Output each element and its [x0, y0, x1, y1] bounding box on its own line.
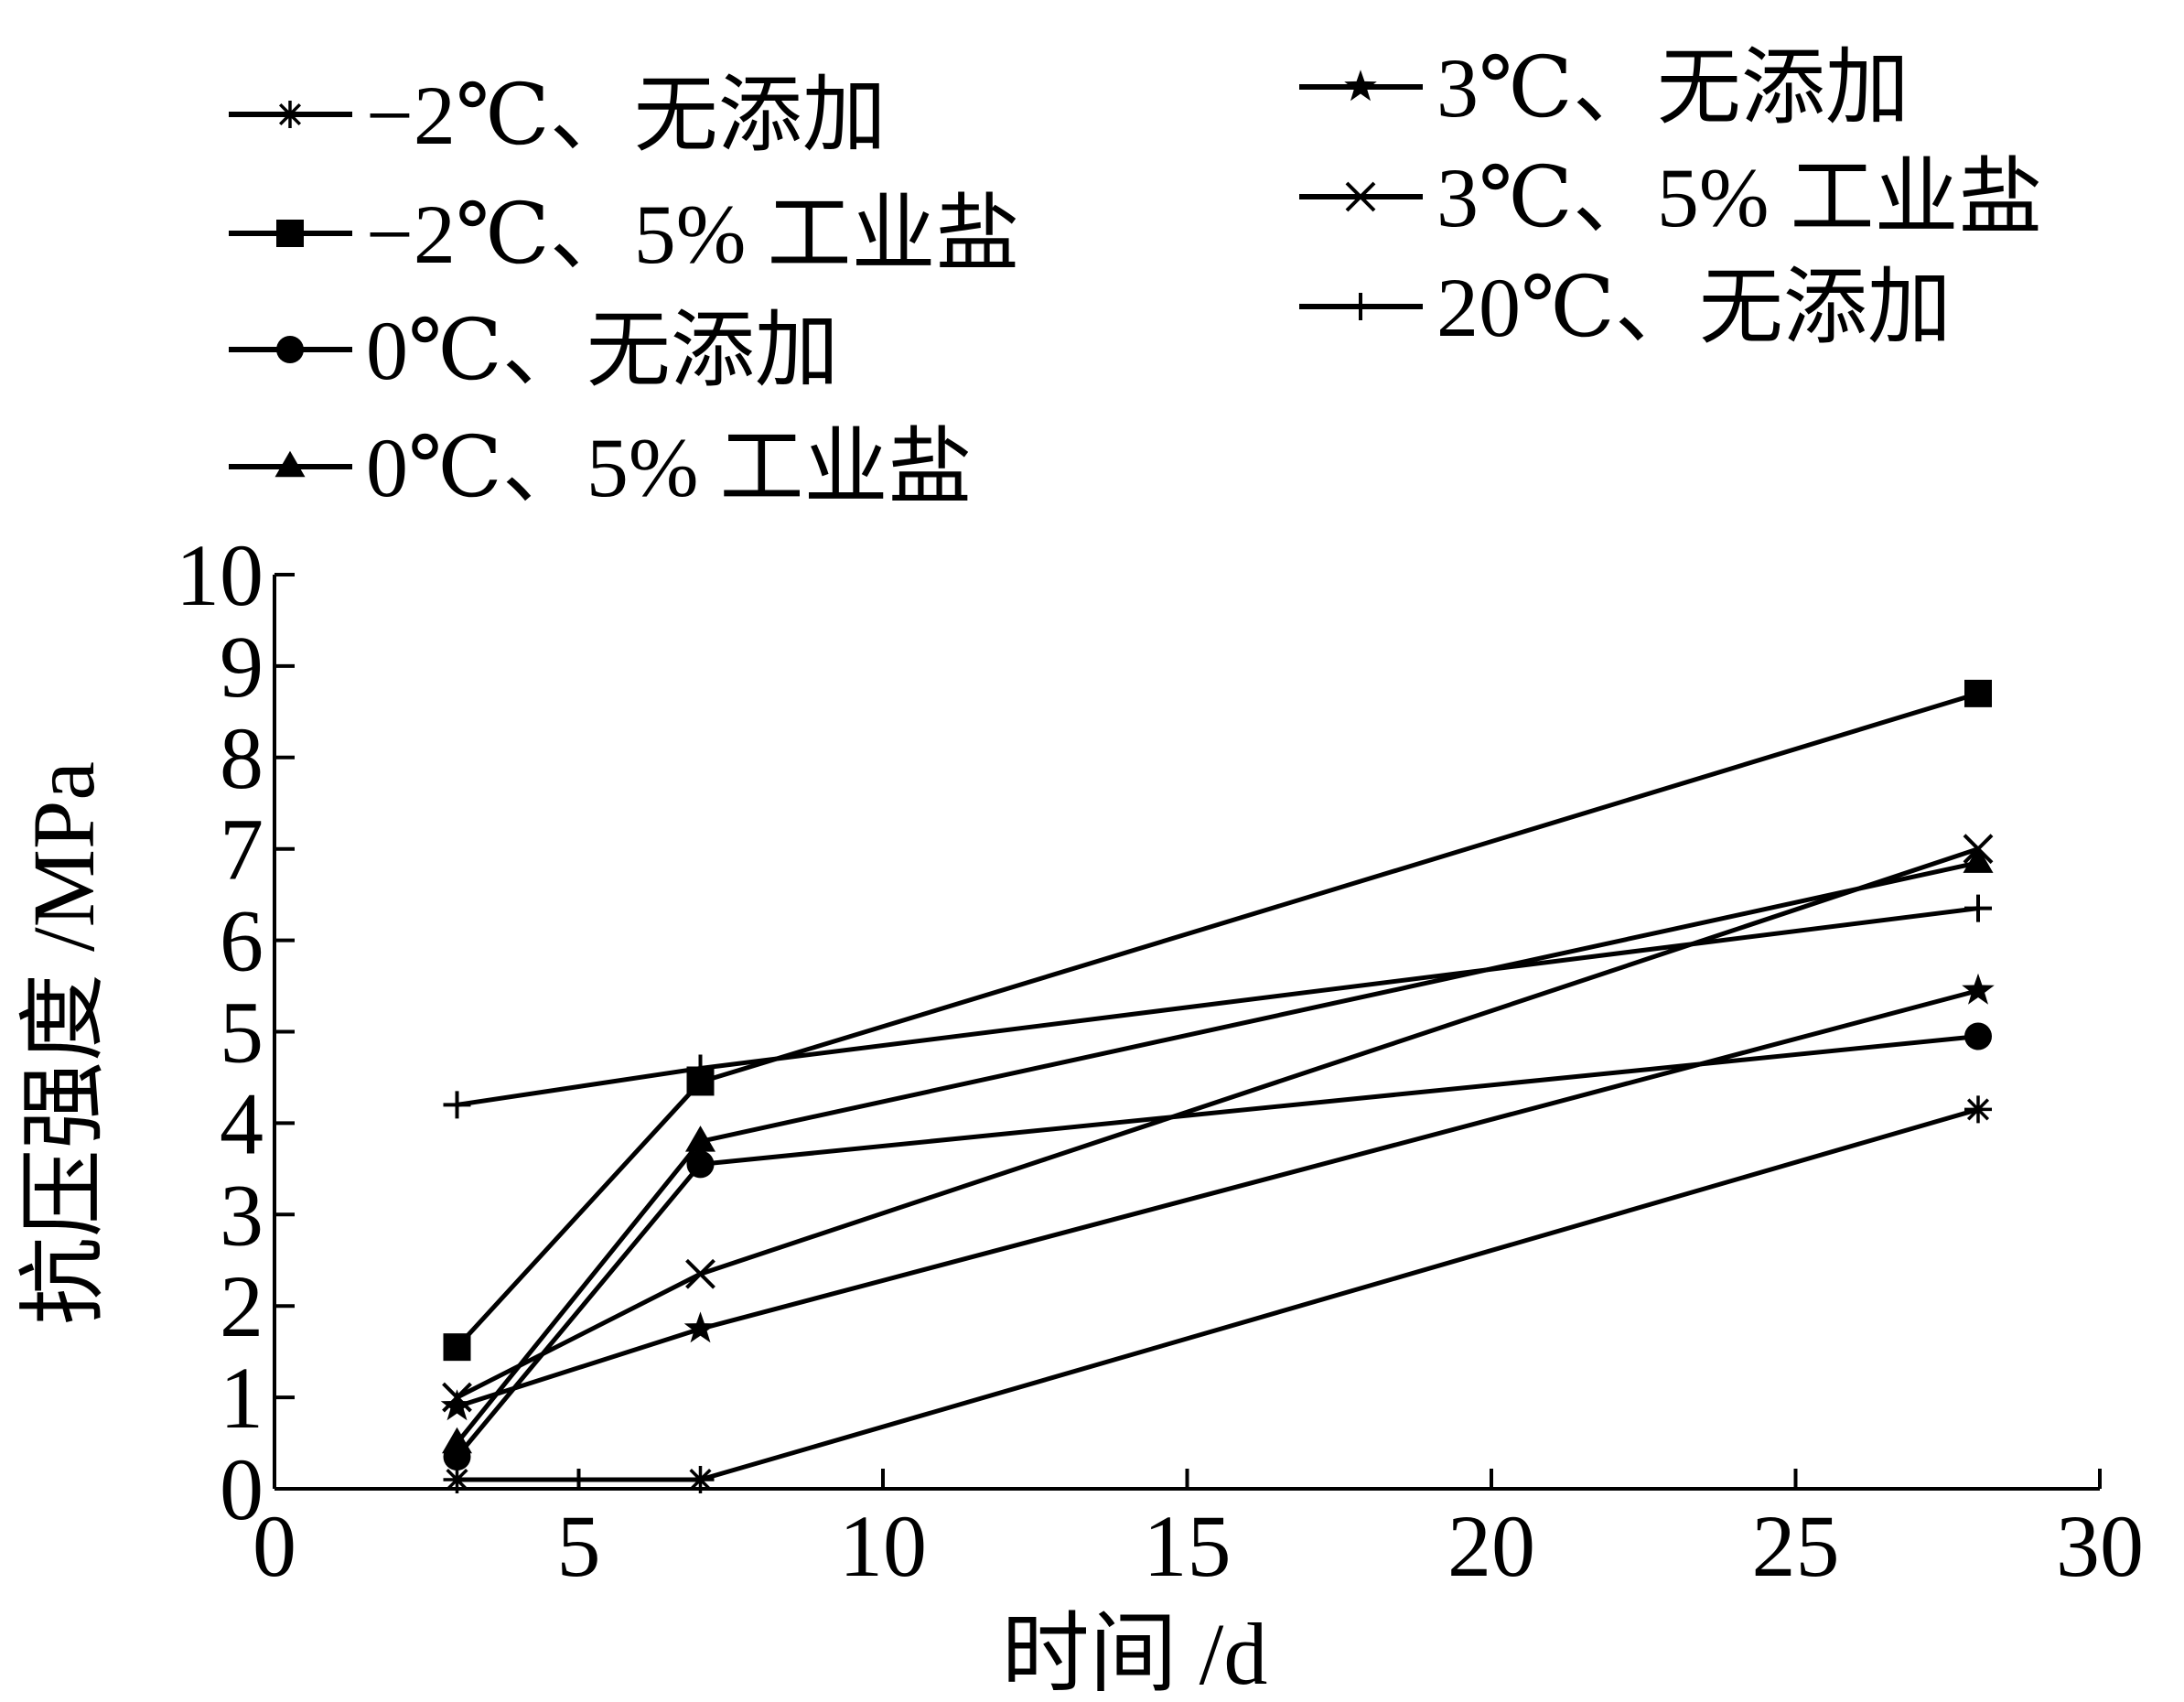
legend-item-7: 20℃、无添加: [1299, 261, 1952, 354]
series-line: [456, 846, 1979, 1400]
y-tick-label: 7: [220, 801, 264, 899]
series-6: [442, 834, 1994, 1413]
x-tick-label: 0: [253, 1497, 296, 1595]
y-tick-label: 1: [220, 1349, 264, 1447]
legend-marker: [276, 336, 304, 363]
series-line: [457, 906, 1979, 1107]
y-tick-label: 2: [220, 1257, 264, 1355]
x-tick-label: 20: [1447, 1497, 1535, 1595]
series-line: [455, 691, 1979, 1349]
series-group: [440, 679, 1995, 1494]
y-tick-label: 10: [176, 526, 264, 624]
legend-item-5: 3℃、无添加: [1299, 41, 1910, 135]
data-point: [1964, 1022, 1992, 1050]
x-tick-label: 25: [1752, 1497, 1840, 1595]
legend-marker: [276, 101, 304, 128]
legend-marker: [1347, 293, 1374, 320]
data-point: [1963, 846, 1994, 873]
legend-marker: [276, 220, 304, 247]
data-point: [686, 1466, 715, 1494]
series-line: [456, 988, 1979, 1409]
y-tick-label: 6: [220, 892, 264, 990]
legend-item-4: 0℃、5% 工业盐: [229, 421, 973, 514]
legend-marker: [1345, 181, 1376, 212]
legend-label: 0℃、无添加: [366, 304, 839, 397]
x-tick-label: 15: [1144, 1497, 1232, 1595]
legend-item-1: −2℃、无添加: [229, 69, 887, 162]
legend-label: 20℃、无添加: [1436, 261, 1952, 354]
data-point: [1964, 1095, 1992, 1124]
x-axis-title: 时间 /d: [1002, 1605, 1268, 1702]
legend-label: 3℃、无添加: [1436, 41, 1910, 135]
legend-item-6: 3℃、5% 工业盐: [1299, 151, 2043, 244]
data-point: [685, 1126, 715, 1152]
data-point: [442, 1382, 472, 1413]
legend-label: −2℃、5% 工业盐: [366, 188, 1019, 281]
data-point: [685, 1258, 715, 1289]
data-point: [1963, 834, 1994, 865]
series-2: [443, 679, 1992, 1362]
legend-label: 3℃、5% 工业盐: [1436, 151, 2043, 244]
legend-item-2: −2℃、5% 工业盐: [229, 188, 1019, 281]
x-tick-label: 5: [557, 1497, 601, 1595]
data-point: [443, 1333, 471, 1362]
y-tick-label: 9: [220, 618, 264, 716]
y-tick-label: 8: [220, 709, 264, 807]
data-point: [686, 1150, 715, 1179]
y-axis-title: 抗压强度 /MPa: [15, 761, 113, 1325]
legend-item-3: 0℃、无添加: [229, 304, 839, 397]
data-point: [1962, 973, 1995, 1005]
data-point: [1964, 679, 1992, 707]
data-point: [442, 1427, 472, 1454]
legend-label: 0℃、5% 工业盐: [366, 421, 973, 514]
data-point: [683, 1311, 717, 1343]
y-tick-label: 5: [220, 984, 264, 1082]
series-5: [440, 973, 1995, 1421]
x-tick-label: 30: [2056, 1497, 2144, 1595]
legend-marker: [1344, 70, 1377, 102]
legend: −2℃、无添加 −2℃、5% 工业盐 0℃、无添加 0℃、5% 工业盐 3℃、无添加 3℃…: [229, 41, 2043, 514]
series-4: [442, 846, 1994, 1454]
series-line: [455, 860, 1979, 1445]
series-1: [443, 1095, 1992, 1494]
data-point: [686, 1054, 715, 1083]
series-3: [443, 1022, 1992, 1471]
series-7: [443, 894, 1992, 1119]
data-point: [443, 1091, 471, 1119]
legend-marker: [274, 450, 306, 478]
y-tick-label: 0: [220, 1440, 264, 1538]
x-tick-label: 10: [839, 1497, 927, 1595]
data-point: [443, 1466, 471, 1494]
series-line: [457, 1106, 1979, 1482]
data-point: [1964, 894, 1992, 922]
y-tick-label: 4: [220, 1074, 264, 1172]
legend-label: −2℃、无添加: [366, 69, 887, 162]
data-point: [440, 1389, 474, 1421]
y-tick-label: 3: [220, 1166, 264, 1264]
